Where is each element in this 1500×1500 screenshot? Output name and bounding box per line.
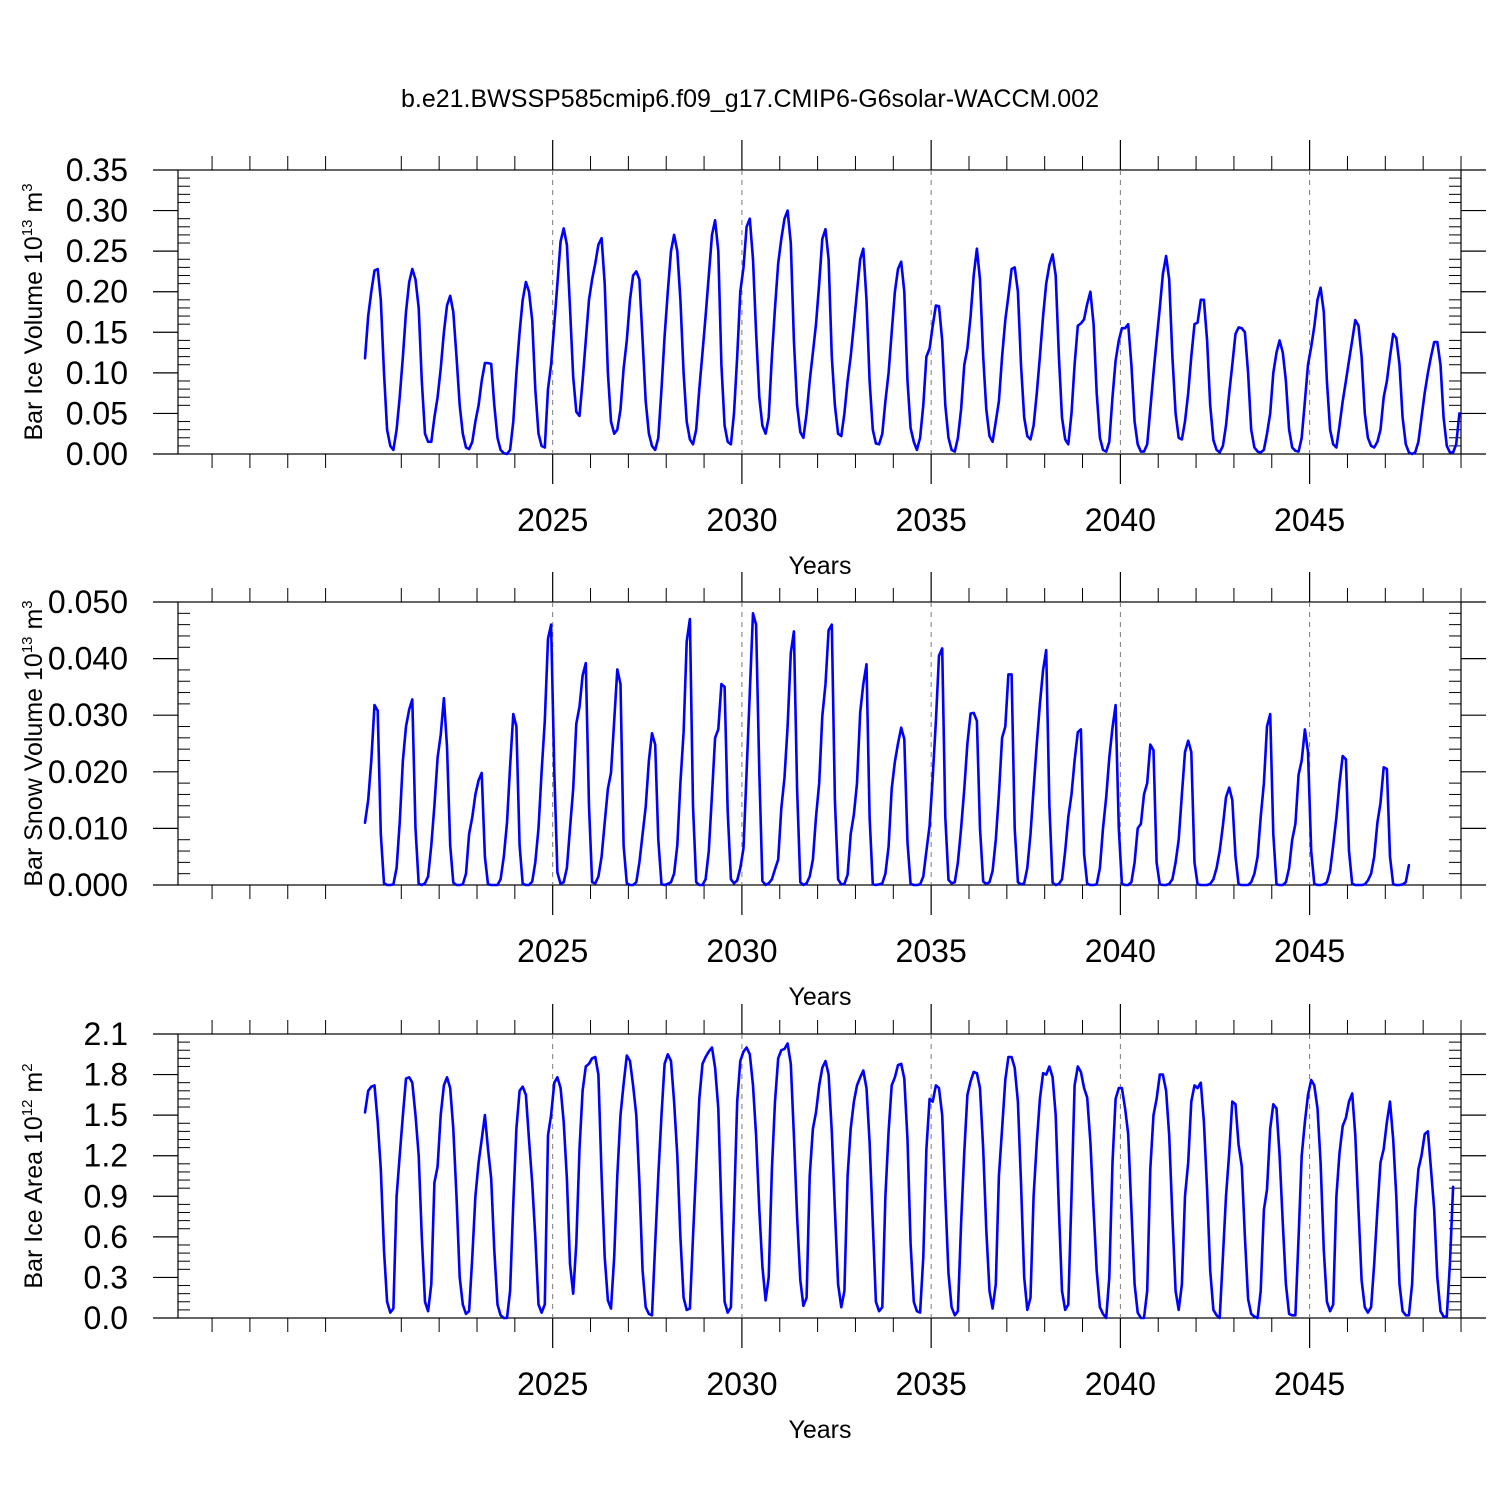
y-tick-label: 0.25 bbox=[66, 233, 128, 269]
y-tick-label: 0.05 bbox=[66, 395, 128, 431]
plot-frame bbox=[177, 169, 1462, 455]
y-axis-title-superscript: 3 bbox=[19, 600, 36, 608]
y-tick-label: 0.30 bbox=[66, 193, 128, 229]
y-axis-title-part: Bar Ice Volume 10 bbox=[20, 236, 48, 440]
x-axis-title: Years bbox=[788, 983, 851, 1011]
y-tick-label: 0.030 bbox=[48, 697, 128, 733]
x-tick-label: 2045 bbox=[1274, 933, 1345, 969]
series-line bbox=[363, 209, 1461, 456]
y-tick-label: 0.35 bbox=[66, 152, 128, 188]
x-tick-label: 2030 bbox=[706, 933, 777, 969]
x-tick-label: 2035 bbox=[896, 502, 967, 538]
y-tick-label: 0.3 bbox=[84, 1259, 128, 1295]
series-line bbox=[363, 611, 1411, 887]
y-tick-label: 0.20 bbox=[66, 274, 128, 310]
y-axis-title-part: m bbox=[20, 192, 48, 220]
y-tick-label: 0.6 bbox=[84, 1219, 128, 1255]
y-axis-title-superscript: 12 bbox=[19, 1100, 36, 1117]
x-tick-label: 2040 bbox=[1085, 502, 1156, 538]
x-axis-title: Years bbox=[788, 552, 851, 580]
y-tick-label: 0.000 bbox=[48, 867, 128, 903]
y-tick-label: 0.0 bbox=[84, 1300, 128, 1336]
x-tick-label: 2045 bbox=[1274, 1366, 1345, 1402]
y-axis-title-superscript: 13 bbox=[19, 636, 36, 653]
y-tick-label: 0.9 bbox=[84, 1178, 128, 1214]
x-tick-label: 2025 bbox=[517, 933, 588, 969]
x-tick-label: 2040 bbox=[1085, 1366, 1156, 1402]
panel-2: 2025 2030 2035 2040 2045 0.000 0.010 0.020 0.030… bbox=[19, 572, 1486, 1011]
panel-1: 2025 2030 2035 2040 2045 0.00 0.05 0.10 0.15 0.20… bbox=[19, 140, 1486, 580]
y-tick-label: 0.010 bbox=[48, 810, 128, 846]
series-line bbox=[363, 1042, 1455, 1320]
y-axis-title-part: m bbox=[20, 1072, 48, 1100]
y-tick-label: 0.15 bbox=[66, 314, 128, 350]
y-axis-title-part: Bar Snow Volume 10 bbox=[20, 653, 48, 886]
y-tick-label: 1.8 bbox=[84, 1057, 128, 1093]
y-tick-label: 0.020 bbox=[48, 754, 128, 790]
x-tick-label: 2030 bbox=[706, 502, 777, 538]
plot-frame bbox=[177, 601, 1462, 886]
y-axis-title-superscript: 2 bbox=[19, 1063, 36, 1071]
y-axis-title-superscript: 3 bbox=[19, 183, 36, 191]
y-tick-label: 0.00 bbox=[66, 436, 128, 472]
y-axis-title: Bar Ice Volume 1013 m3 bbox=[19, 183, 48, 440]
y-tick-label: 0.040 bbox=[48, 641, 128, 677]
plot-frame bbox=[177, 1033, 1462, 1319]
x-tick-label: 2035 bbox=[896, 1366, 967, 1402]
y-tick-label: 2.1 bbox=[84, 1016, 128, 1052]
x-tick-label: 2025 bbox=[517, 1366, 588, 1402]
y-tick-label: 0.10 bbox=[66, 355, 128, 391]
panel-3: 2025 2030 2035 2040 2045 0.0 0.3 0.6 0.9 1.2 1.5 1.… bbox=[19, 1004, 1486, 1444]
figure-title: b.e21.BWSSP585cmip6.f09_g17.CMIP6-G6sola… bbox=[401, 85, 1099, 113]
y-tick-label: 1.5 bbox=[84, 1097, 128, 1133]
x-tick-label: 2040 bbox=[1085, 933, 1156, 969]
y-tick-label: 0.050 bbox=[48, 584, 128, 620]
x-tick-label: 2045 bbox=[1274, 502, 1345, 538]
y-axis-title: Bar Snow Volume 1013 m3 bbox=[19, 600, 48, 886]
y-axis-title: Bar Ice Area 1012 m2 bbox=[19, 1063, 48, 1288]
y-axis-title-part: m bbox=[20, 609, 48, 637]
x-tick-label: 2025 bbox=[517, 502, 588, 538]
x-tick-label: 2030 bbox=[706, 1366, 777, 1402]
x-axis-title: Years bbox=[788, 1416, 851, 1444]
x-tick-label: 2035 bbox=[896, 933, 967, 969]
y-axis-title-part: Bar Ice Area 10 bbox=[20, 1116, 48, 1288]
y-tick-label: 1.2 bbox=[84, 1138, 128, 1174]
y-axis-title-superscript: 13 bbox=[19, 220, 36, 237]
